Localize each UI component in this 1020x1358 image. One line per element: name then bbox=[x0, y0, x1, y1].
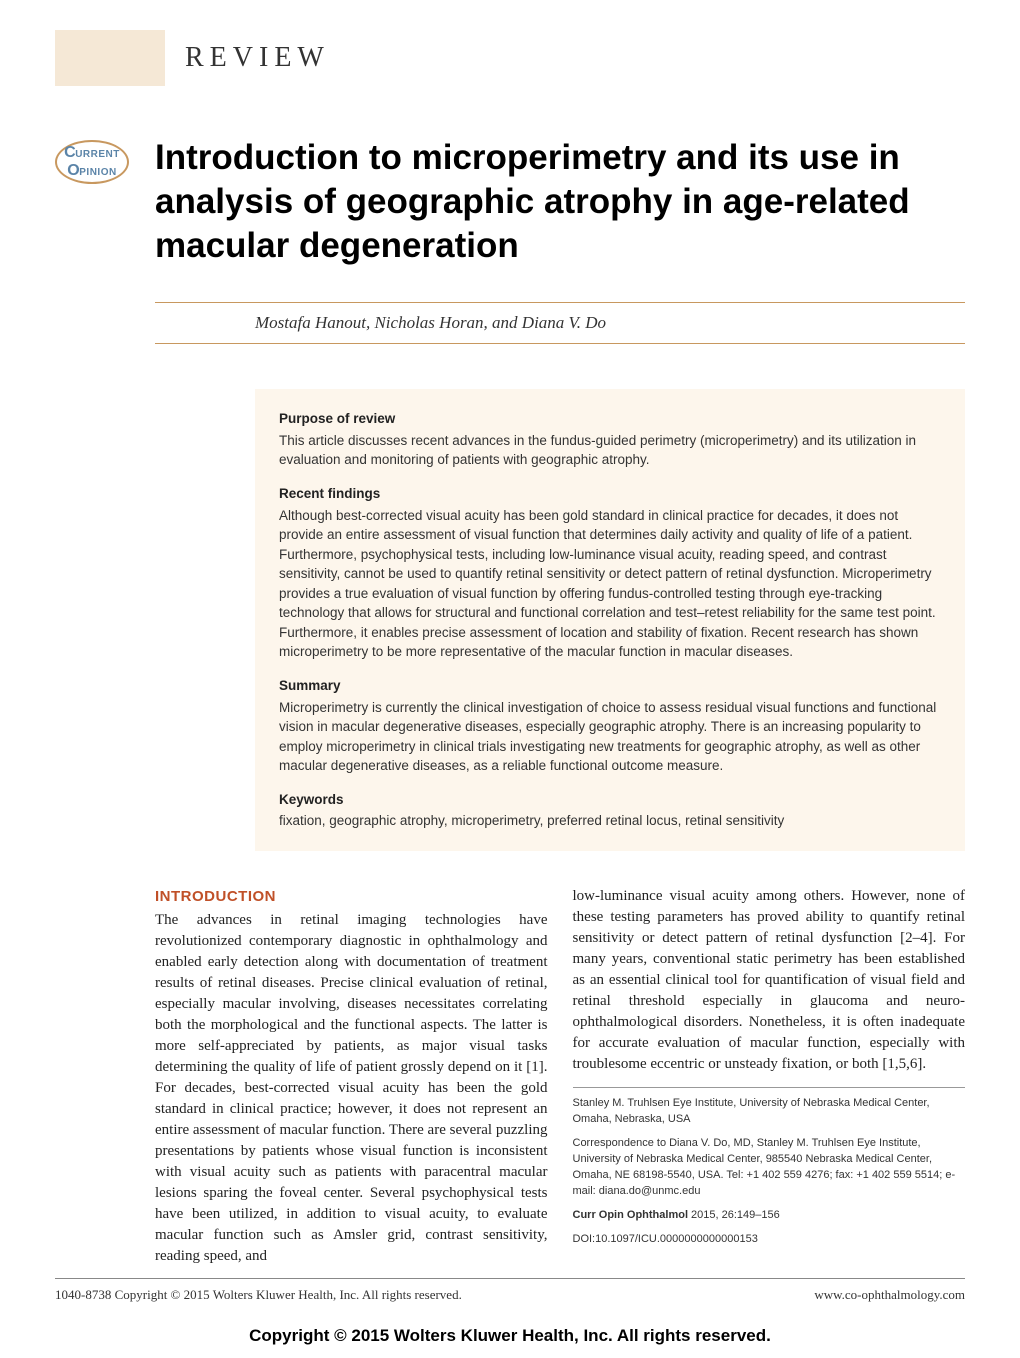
body-para-left: The advances in retinal imaging technolo… bbox=[155, 910, 548, 1267]
introduction-heading: INTRODUCTION bbox=[155, 886, 548, 907]
citation-line: Curr Opin Ophthalmol 2015, 26:149–156 bbox=[573, 1208, 966, 1224]
keywords-heading: Keywords bbox=[279, 790, 941, 810]
footer-row: 1040-8738 Copyright © 2015 Wolters Kluwe… bbox=[55, 1278, 965, 1303]
affiliation-block: Stanley M. Truhlsen Eye Institute, Unive… bbox=[573, 1096, 966, 1248]
abstract-box: Purpose of review This article discusses… bbox=[255, 389, 965, 851]
body-columns: INTRODUCTION The advances in retinal ima… bbox=[155, 886, 965, 1267]
body-column-right: low-luminance visual acuity among others… bbox=[573, 886, 966, 1267]
body-para-right: low-luminance visual acuity among others… bbox=[573, 886, 966, 1075]
correspondence: Correspondence to Diana V. Do, MD, Stanl… bbox=[573, 1136, 966, 1200]
logo-line-2: PINION bbox=[67, 162, 116, 180]
summary-text: Microperimetry is currently the clinical… bbox=[279, 698, 941, 776]
logo-line-1: URRENT bbox=[64, 144, 120, 162]
article-column: Introduction to microperimetry and its u… bbox=[155, 136, 965, 1267]
title-divider-top bbox=[155, 302, 965, 303]
authors: Mostafa Hanout, Nicholas Horan, and Dian… bbox=[155, 313, 965, 333]
current-opinion-logo: URRENT PINION bbox=[55, 140, 129, 184]
review-header: REVIEW bbox=[55, 30, 965, 86]
findings-heading: Recent findings bbox=[279, 484, 941, 504]
logo-column: URRENT PINION bbox=[55, 136, 135, 1267]
purpose-text: This article discusses recent advances i… bbox=[279, 431, 941, 470]
citation-label: Curr Opin Ophthalmol bbox=[573, 1209, 689, 1221]
title-divider-bottom bbox=[155, 343, 965, 344]
doi: DOI:10.1097/ICU.0000000000000153 bbox=[573, 1232, 966, 1248]
review-sidebar-block bbox=[55, 30, 165, 86]
article-title: Introduction to microperimetry and its u… bbox=[155, 136, 965, 267]
copyright-banner: Copyright © 2015 Wolters Kluwer Health, … bbox=[0, 1326, 1020, 1346]
affiliation-divider bbox=[573, 1087, 966, 1088]
institution: Stanley M. Truhlsen Eye Institute, Unive… bbox=[573, 1096, 966, 1128]
keywords-text: fixation, geographic atrophy, microperim… bbox=[279, 811, 941, 831]
main-content: URRENT PINION Introduction to microperim… bbox=[55, 136, 965, 1267]
purpose-heading: Purpose of review bbox=[279, 409, 941, 429]
summary-heading: Summary bbox=[279, 676, 941, 696]
body-column-left: INTRODUCTION The advances in retinal ima… bbox=[155, 886, 548, 1267]
footer-url: www.co-ophthalmology.com bbox=[814, 1287, 965, 1303]
citation-text: 2015, 26:149–156 bbox=[688, 1209, 780, 1221]
findings-text: Although best-corrected visual acuity ha… bbox=[279, 506, 941, 663]
footer-copyright: 1040-8738 Copyright © 2015 Wolters Kluwe… bbox=[55, 1287, 462, 1303]
review-label: REVIEW bbox=[165, 30, 350, 86]
